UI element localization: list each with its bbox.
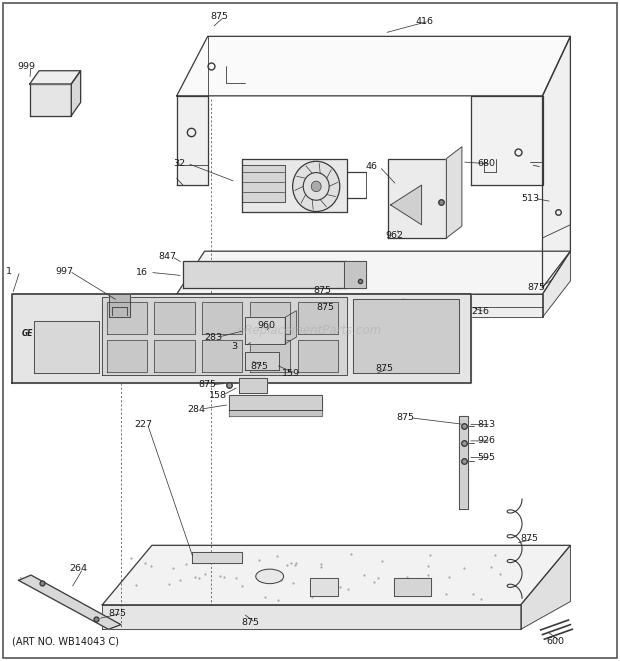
Polygon shape [542,251,570,317]
Text: 3: 3 [231,342,237,351]
Circle shape [293,161,340,212]
Text: GE: GE [22,329,33,338]
Text: 960: 960 [257,321,275,330]
Polygon shape [19,575,121,629]
Text: 875: 875 [316,303,334,312]
Text: 416: 416 [415,17,433,26]
Polygon shape [108,294,130,317]
Text: 513: 513 [521,194,539,203]
Text: 264: 264 [69,564,87,573]
Text: 875: 875 [242,618,260,627]
Text: 227: 227 [134,420,152,429]
Polygon shape [446,147,462,238]
Text: 283: 283 [205,332,223,342]
Text: 999: 999 [17,61,35,71]
Text: eReplacementParts.com: eReplacementParts.com [238,324,382,337]
Text: 284: 284 [187,405,205,414]
Text: 875: 875 [108,609,126,618]
Polygon shape [245,317,285,344]
Text: 875: 875 [313,286,331,295]
Text: 1: 1 [6,266,12,276]
Polygon shape [177,251,570,294]
Polygon shape [245,352,279,370]
Text: 962: 962 [386,231,404,241]
Polygon shape [344,261,366,288]
Text: 680: 680 [477,159,495,169]
Text: 216: 216 [471,307,489,317]
Text: 46: 46 [366,162,378,171]
Polygon shape [298,340,338,372]
Text: 875: 875 [521,534,539,543]
Text: 875: 875 [375,364,393,373]
Text: 158: 158 [209,391,227,400]
Polygon shape [102,605,521,629]
Polygon shape [250,340,290,372]
Polygon shape [107,302,147,334]
Text: 600: 600 [547,637,565,646]
Polygon shape [154,302,195,334]
Circle shape [311,181,321,192]
Text: 875: 875 [527,283,545,292]
Polygon shape [202,302,242,334]
Polygon shape [250,302,290,334]
Polygon shape [30,84,71,116]
Polygon shape [202,340,242,372]
Text: 997: 997 [56,266,74,276]
Polygon shape [388,159,446,238]
Polygon shape [353,299,459,373]
Polygon shape [12,294,471,383]
Polygon shape [471,96,542,185]
Polygon shape [542,36,570,288]
Text: 926: 926 [477,436,495,446]
Polygon shape [394,578,431,596]
Text: (ART NO. WB14043 C): (ART NO. WB14043 C) [12,637,120,646]
Polygon shape [107,340,147,372]
Polygon shape [229,395,322,410]
Polygon shape [242,165,285,202]
Polygon shape [229,410,322,416]
Polygon shape [239,378,267,393]
Text: 875: 875 [397,413,415,422]
Text: 875: 875 [198,380,216,389]
Polygon shape [177,294,542,317]
Polygon shape [154,340,195,372]
Polygon shape [459,416,468,509]
Polygon shape [34,321,99,373]
Text: 875: 875 [211,12,229,21]
Polygon shape [192,552,242,563]
Text: 847: 847 [158,252,176,261]
Text: 159: 159 [282,369,300,378]
Polygon shape [177,36,570,96]
Polygon shape [177,96,208,185]
Polygon shape [285,311,296,344]
Text: 32: 32 [174,159,186,168]
Polygon shape [102,297,347,375]
Polygon shape [71,71,81,116]
Ellipse shape [255,569,283,584]
Polygon shape [298,302,338,334]
Text: 813: 813 [477,420,495,429]
Polygon shape [391,185,422,225]
Polygon shape [310,578,338,596]
Polygon shape [521,545,570,629]
Polygon shape [183,261,347,288]
Polygon shape [242,159,347,212]
Polygon shape [30,71,81,84]
Text: 16: 16 [136,268,148,277]
Polygon shape [102,545,570,605]
Text: 595: 595 [477,453,495,462]
Text: 875: 875 [250,362,268,371]
